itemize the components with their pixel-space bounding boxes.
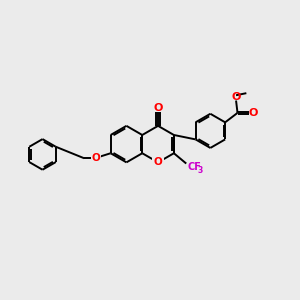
Text: O: O [248, 108, 257, 118]
Text: O: O [154, 158, 162, 167]
Text: 3: 3 [197, 166, 203, 175]
Text: CF: CF [188, 162, 202, 172]
Text: O: O [231, 92, 241, 102]
Text: O: O [92, 153, 100, 163]
Text: O: O [153, 103, 163, 113]
